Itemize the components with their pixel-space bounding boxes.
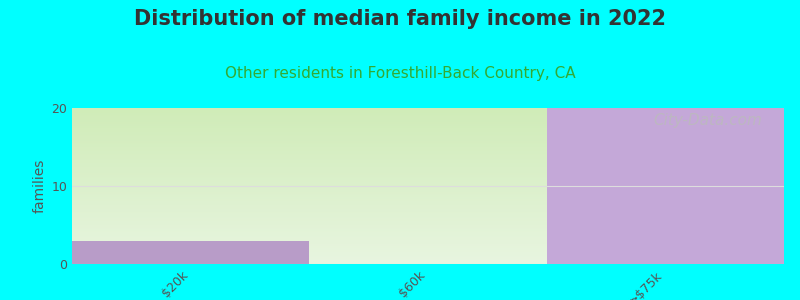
Text: Distribution of median family income in 2022: Distribution of median family income in … [134,9,666,29]
Y-axis label: families: families [33,159,47,213]
Text: City-Data.com: City-Data.com [654,113,762,128]
Bar [546,108,784,264]
Text: Other residents in Foresthill-Back Country, CA: Other residents in Foresthill-Back Count… [225,66,575,81]
Bar [72,241,310,264]
